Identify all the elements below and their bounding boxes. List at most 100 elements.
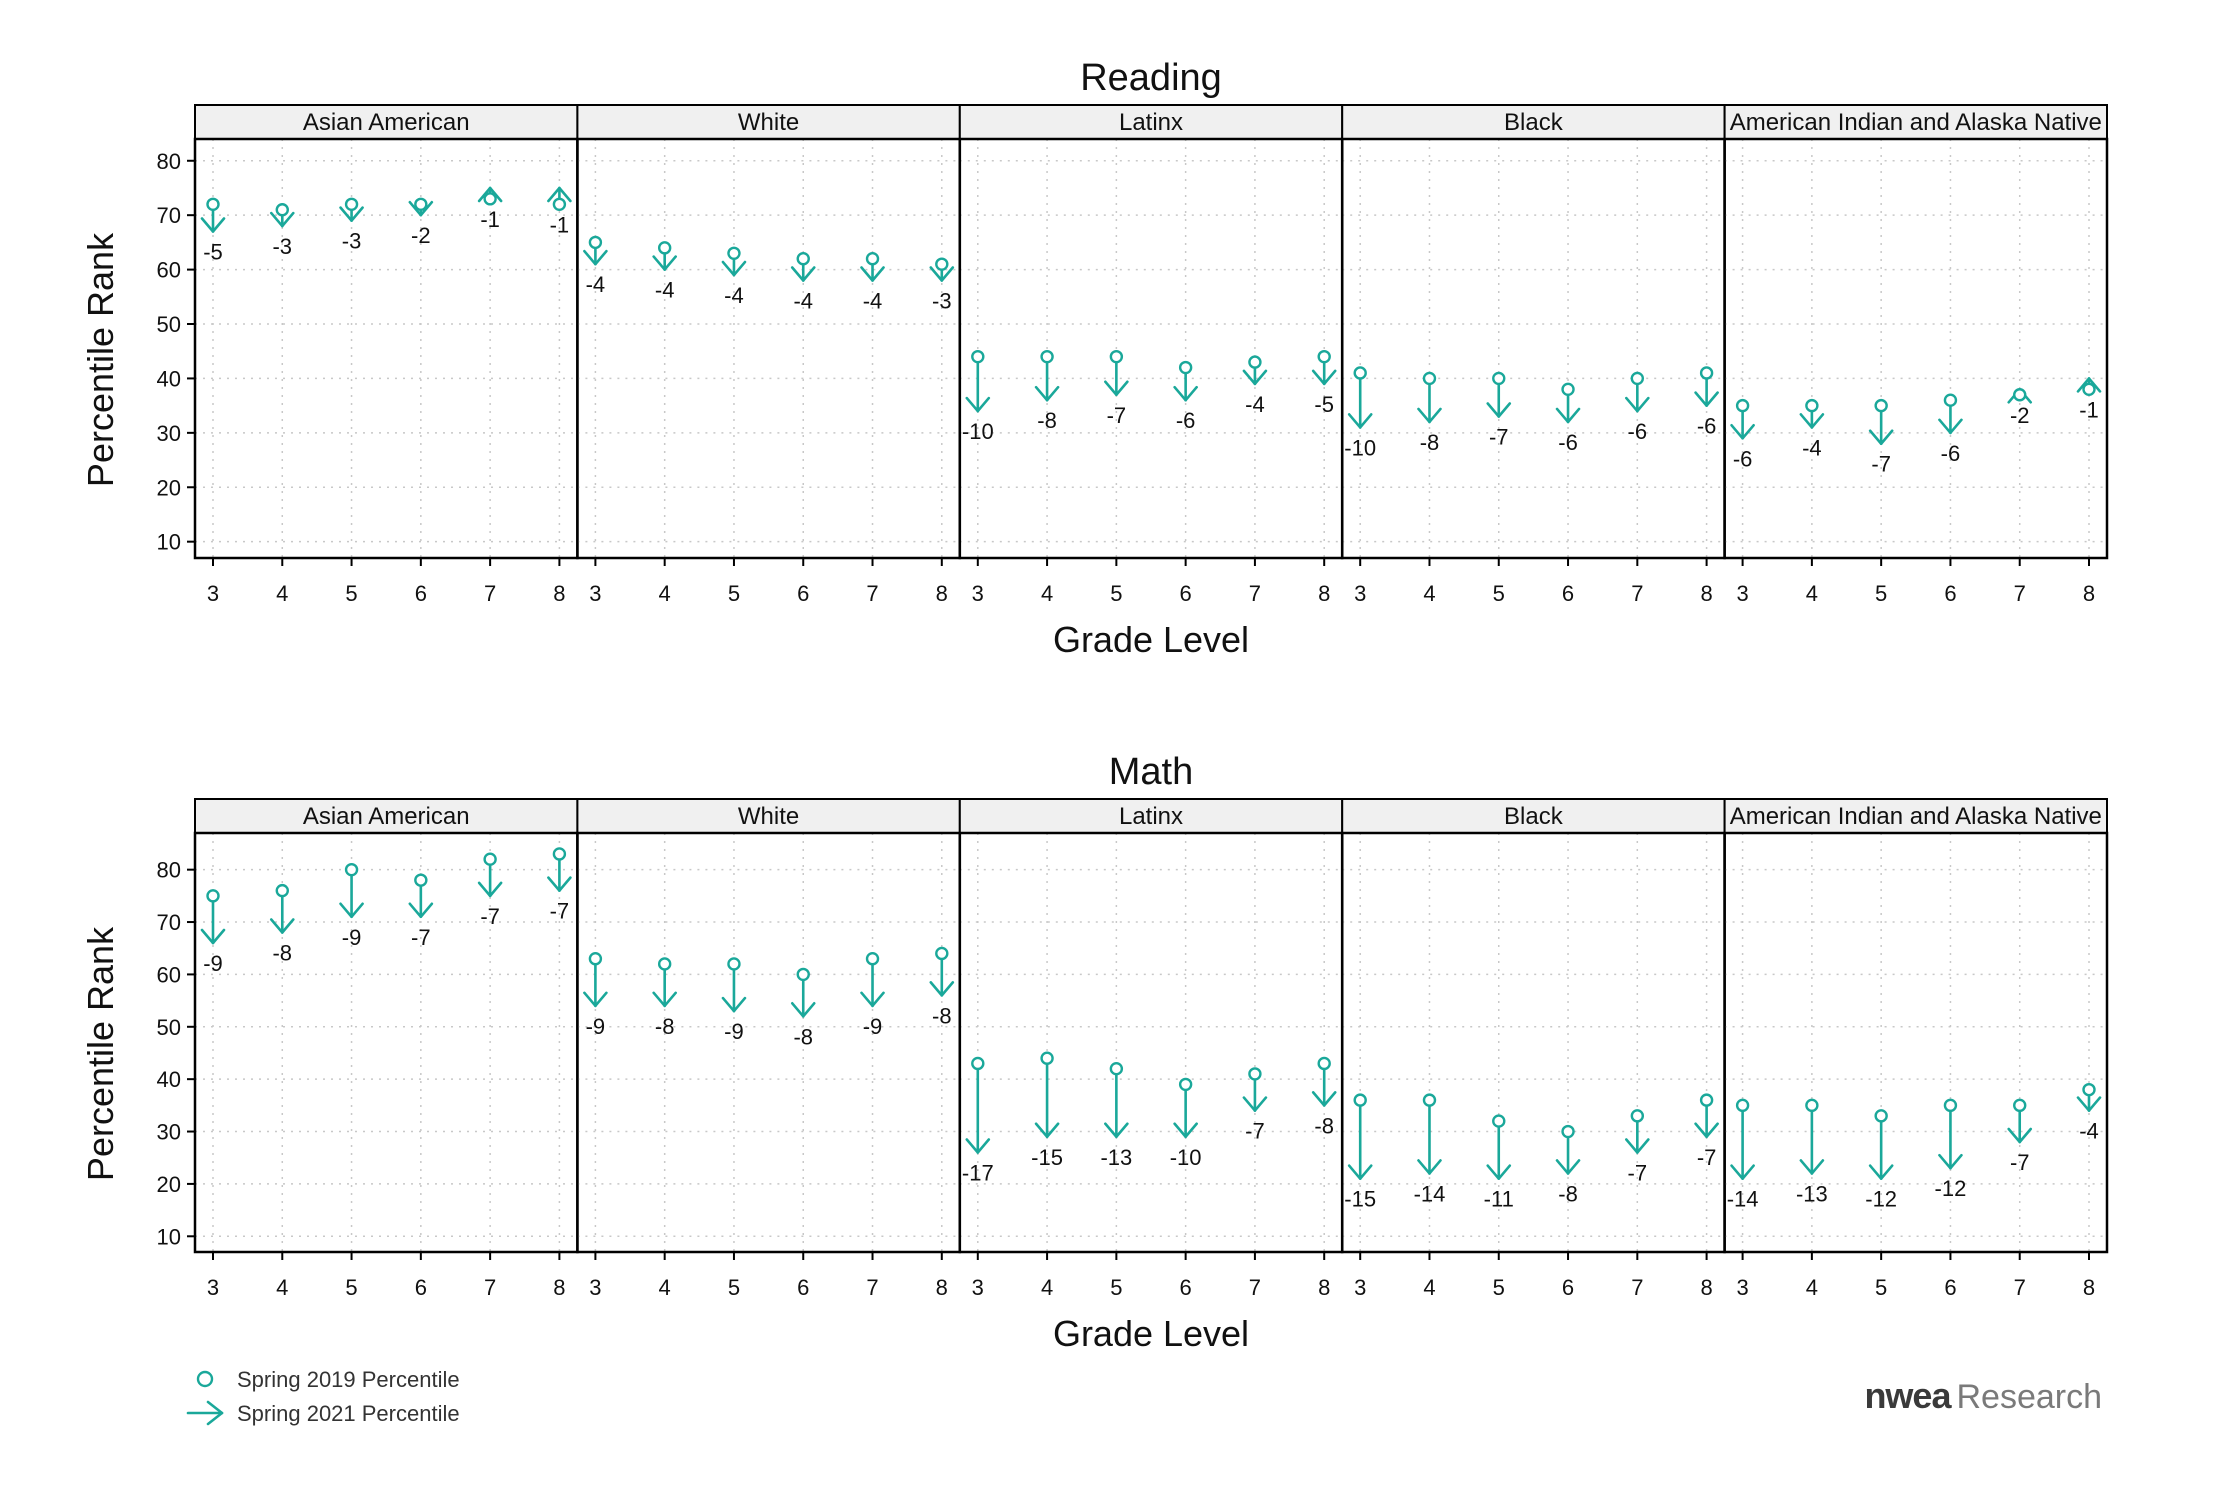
change-label: -9	[724, 1019, 744, 1044]
legend-label-2019: Spring 2019 Percentile	[237, 1367, 460, 1392]
logo-brand: nwea	[1864, 1375, 1952, 1416]
facet-frame	[576, 831, 962, 1254]
x-tick-label: 3	[972, 1275, 984, 1300]
spring-2019-point	[206, 197, 220, 211]
x-tick-label: 8	[553, 581, 565, 606]
spring-2021-arrow-head	[860, 266, 885, 282]
spring-2021-arrow-head	[1486, 1164, 1512, 1180]
spring-2019-point	[1943, 1098, 1958, 1113]
spring-2019-point	[1040, 349, 1054, 364]
spring-2021-arrow-head	[1694, 1122, 1719, 1139]
spring-2019-point	[552, 847, 567, 861]
spring-2021-arrow-head	[200, 928, 226, 945]
change-label: -4	[793, 288, 813, 313]
change-label: -7	[550, 899, 570, 924]
x-tick-label: 6	[1944, 1275, 1956, 1300]
spring-2021-arrow-head	[339, 902, 364, 919]
change-label: -8	[272, 941, 292, 966]
spring-2021-arrow-head	[1938, 418, 1963, 435]
x-tick-label: 7	[1631, 581, 1643, 606]
x-tick-label: 6	[797, 581, 809, 606]
change-label: -10	[962, 419, 994, 444]
spring-2019-point	[1178, 1077, 1193, 1092]
x-tick-label: 6	[415, 1275, 427, 1300]
x-tick-label: 8	[2083, 581, 2095, 606]
spring-2021-arrow-head	[547, 876, 572, 892]
change-label: -10	[1170, 1145, 1202, 1170]
facet-asian-american: Asian American 3 4 5 6 7 8 -9 -8 -9 -7 -7 -7	[193, 798, 579, 1300]
spring-2019-point	[1422, 371, 1437, 386]
spring-2021-arrow-head	[1104, 380, 1129, 397]
spring-2019-point	[1630, 371, 1645, 386]
spring-2021-arrow-head	[1417, 407, 1442, 424]
chart-title: Math	[1109, 751, 1193, 793]
x-tick-label: 4	[1423, 581, 1435, 606]
y-tick-label: 70	[157, 203, 181, 228]
change-label: -8	[932, 1003, 952, 1028]
x-tick-label: 8	[1700, 1275, 1712, 1300]
change-label: -1	[480, 207, 500, 232]
legend: Spring 2019 Percentile Spring 2021 Percen…	[186, 1367, 460, 1426]
change-label: -15	[1031, 1145, 1063, 1170]
spring-2021-arrow-head	[790, 266, 816, 282]
spring-2021-arrow-head	[1173, 1122, 1198, 1139]
spring-2019-point	[1178, 360, 1193, 375]
x-tick-label: 8	[1700, 581, 1712, 606]
facet-strip-label: American Indian and Alaska Native	[1730, 109, 2102, 136]
y-tick-label: 20	[157, 1172, 181, 1197]
legend-arrow-icon-head	[206, 1400, 224, 1426]
spring-2021-arrow-head	[2007, 1127, 2033, 1144]
x-tick-label: 3	[589, 1275, 601, 1300]
spring-2021-arrow-head	[929, 981, 955, 997]
spring-2019-point	[2082, 382, 2096, 397]
x-tick-label: 7	[484, 581, 496, 606]
change-label: -13	[1796, 1181, 1828, 1206]
x-tick-label: 6	[1180, 581, 1192, 606]
spring-2021-arrow-head	[1311, 1091, 1337, 1107]
spring-2019-point	[865, 952, 880, 966]
facet-american-indian-and-alaska-native: American Indian and Alaska Native 3 4 5 6 7 8 -…	[1723, 798, 2109, 1300]
x-tick-label: 7	[2014, 581, 2026, 606]
facet-frame	[576, 137, 962, 560]
y-tick-label: 50	[157, 1015, 181, 1040]
spring-2019-point	[1561, 1124, 1575, 1139]
change-label: -6	[1628, 419, 1648, 444]
facet-frame	[1340, 137, 1726, 560]
spring-2021-arrow-head	[929, 266, 955, 282]
facet-frame	[958, 137, 1344, 560]
facet-strip	[194, 104, 579, 140]
x-tick-label: 3	[1354, 581, 1366, 606]
x-tick-label: 8	[936, 581, 948, 606]
change-label: -7	[1871, 452, 1891, 477]
change-label: -8	[1420, 430, 1440, 455]
facet-strip-label: Latinx	[1119, 109, 1183, 136]
nwea-research-logo: nwea Research	[1864, 1375, 2102, 1416]
change-label: -4	[2079, 1119, 2099, 1144]
chart-math: Math Percentile Rank Grade Level 10 20 30 40 50…	[80, 751, 2109, 1354]
spring-2021-arrow-head	[1694, 391, 1719, 407]
spring-2021-arrow-head	[652, 255, 677, 271]
change-label: -2	[411, 223, 431, 248]
spring-2019-point	[1040, 1051, 1054, 1065]
facet-latinx: Latinx 3 4 5 6 7 8 -10 -8 -7 -6 -4 -5	[958, 104, 1344, 606]
change-label: -8	[655, 1014, 675, 1039]
x-tick-label: 4	[659, 1275, 671, 1300]
x-tick-label: 4	[659, 581, 671, 606]
facet-strip-label: Asian American	[303, 803, 470, 830]
spring-2019-point	[344, 197, 359, 211]
y-tick-label: 40	[157, 366, 181, 391]
spring-2019-point	[1109, 349, 1124, 364]
x-axis-title: Grade Level	[1053, 1313, 1249, 1354]
x-tick-label: 7	[866, 581, 878, 606]
spring-2021-arrow-head	[1242, 1096, 1268, 1112]
spring-2021-arrow-head	[1730, 423, 1755, 440]
facet-black: Black 3 4 5 6 7 8 -10 -8 -7 -6 -6 -6	[1340, 104, 1726, 606]
change-label: -14	[1414, 1181, 1446, 1206]
change-label: -9	[342, 925, 362, 950]
facet-frame	[193, 831, 579, 1254]
spring-2019-point	[588, 235, 603, 250]
change-label: -12	[1935, 1176, 1967, 1201]
facet-strip-label: Black	[1504, 109, 1564, 136]
facet-frame	[1723, 831, 2109, 1254]
x-tick-label: 3	[1736, 1275, 1748, 1300]
